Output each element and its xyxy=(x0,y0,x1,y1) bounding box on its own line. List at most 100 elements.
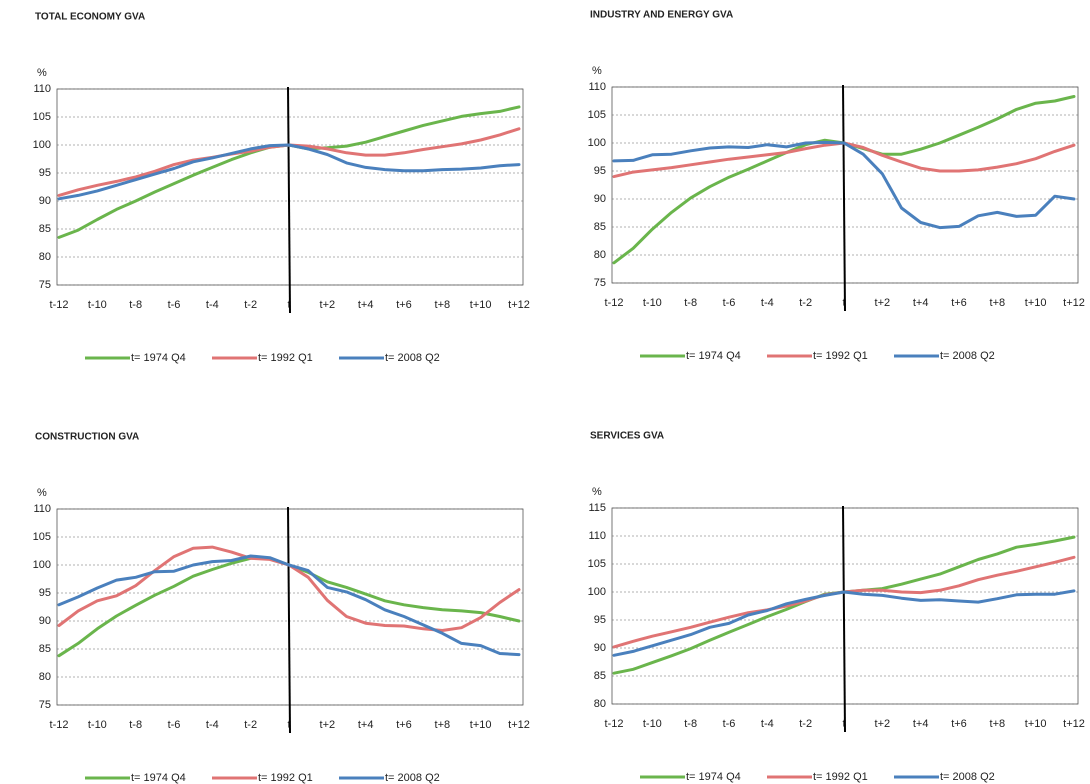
y-tick-label: 85 xyxy=(39,643,51,655)
x-tick-label: t+10 xyxy=(1025,297,1047,309)
y-tick-label: 100 xyxy=(33,139,51,151)
y-tick-label: 100 xyxy=(33,559,51,571)
x-tick-label: t+8 xyxy=(435,299,451,311)
x-tick-label: t+2 xyxy=(320,719,336,731)
series-line xyxy=(612,140,1076,230)
y-tick-label: 80 xyxy=(39,251,51,263)
x-tick-label: t+10 xyxy=(470,719,492,731)
x-tick-label: t-4 xyxy=(761,297,774,309)
y-tick-label: 95 xyxy=(39,167,51,179)
legend-label: t= 1974 Q4 xyxy=(686,350,741,362)
y-tick-label: 105 xyxy=(33,111,51,123)
x-tick-label: t-4 xyxy=(206,299,219,311)
y-axis-label: % xyxy=(37,67,47,79)
x-tick-label: t-8 xyxy=(684,297,697,309)
y-tick-label: 110 xyxy=(588,81,606,93)
legend-label: t= 1992 Q1 xyxy=(813,350,868,362)
legend-label: t= 2008 Q2 xyxy=(940,350,995,362)
x-tick-label: t+8 xyxy=(990,718,1006,730)
y-tick-label: 85 xyxy=(594,221,606,233)
x-tick-label: t-12 xyxy=(605,718,624,730)
x-tick-label: t-2 xyxy=(244,299,257,311)
reference-line xyxy=(842,505,846,733)
reference-line xyxy=(287,86,291,314)
x-tick-label: t+4 xyxy=(358,719,374,731)
chart-title: CONSTRUCTION GVA xyxy=(35,432,139,443)
x-tick-label: t-8 xyxy=(684,718,697,730)
y-tick-label: 90 xyxy=(594,193,606,205)
x-tick-label: t-6 xyxy=(168,719,181,731)
y-tick-label: 75 xyxy=(594,277,606,289)
y-tick-label: 90 xyxy=(594,642,606,654)
series-line xyxy=(612,589,1076,657)
x-tick-label: t-4 xyxy=(206,719,219,731)
x-tick-label: t-12 xyxy=(605,297,624,309)
chart-title: TOTAL ECONOMY GVA xyxy=(35,12,145,23)
y-tick-label: 105 xyxy=(588,558,606,570)
legend-label: t= 1974 Q4 xyxy=(686,771,741,783)
x-tick-label: t+6 xyxy=(396,299,412,311)
legend-label: t= 2008 Q2 xyxy=(940,771,995,783)
x-tick-label: t+2 xyxy=(875,718,891,730)
y-tick-label: 90 xyxy=(39,195,51,207)
y-tick-label: 85 xyxy=(39,223,51,235)
series-line xyxy=(57,143,521,201)
x-tick-label: t-6 xyxy=(168,299,181,311)
chart-title: SERVICES GVA xyxy=(590,431,664,442)
x-tick-label: t-4 xyxy=(761,718,774,730)
y-tick-label: 100 xyxy=(588,586,606,598)
y-tick-label: 105 xyxy=(588,109,606,121)
y-tick-label: 110 xyxy=(588,530,606,542)
reference-line xyxy=(287,506,291,734)
x-tick-label: t-10 xyxy=(643,297,662,309)
x-tick-label: t-6 xyxy=(723,297,736,309)
x-tick-label: t+2 xyxy=(875,297,891,309)
y-tick-label: 95 xyxy=(594,165,606,177)
x-tick-label: t-2 xyxy=(799,718,812,730)
y-axis-label: % xyxy=(592,486,602,498)
x-tick-label: t+10 xyxy=(470,299,492,311)
y-tick-label: 115 xyxy=(588,502,606,514)
legend-label: t= 1992 Q1 xyxy=(258,352,313,364)
x-tick-label: t-2 xyxy=(244,719,257,731)
y-axis-label: % xyxy=(592,65,602,77)
y-tick-label: 85 xyxy=(594,670,606,682)
legend-label: t= 2008 Q2 xyxy=(385,772,440,784)
y-tick-label: 80 xyxy=(594,698,606,710)
y-tick-label: 80 xyxy=(594,249,606,261)
x-tick-label: t+8 xyxy=(990,297,1006,309)
x-tick-label: t+2 xyxy=(320,299,336,311)
y-tick-label: 100 xyxy=(588,137,606,149)
reference-line xyxy=(842,84,846,312)
y-tick-label: 95 xyxy=(39,587,51,599)
x-tick-label: t-10 xyxy=(643,718,662,730)
y-tick-label: 75 xyxy=(39,279,51,291)
series-line xyxy=(57,554,521,657)
y-tick-label: 90 xyxy=(39,615,51,627)
x-tick-label: t+4 xyxy=(358,299,374,311)
x-tick-label: t+4 xyxy=(913,297,929,309)
x-tick-label: t-8 xyxy=(129,719,142,731)
x-tick-label: t+12 xyxy=(508,299,530,311)
y-tick-label: 110 xyxy=(33,503,51,515)
x-tick-label: t-12 xyxy=(50,719,69,731)
legend-label: t= 1992 Q1 xyxy=(258,772,313,784)
x-tick-label: t+12 xyxy=(1063,297,1085,309)
legend-label: t= 1974 Q4 xyxy=(131,352,186,364)
x-tick-label: t+4 xyxy=(913,718,929,730)
legend-label: t= 1974 Q4 xyxy=(131,772,186,784)
x-tick-label: t-10 xyxy=(88,299,107,311)
x-tick-label: t-2 xyxy=(799,297,812,309)
y-tick-label: 75 xyxy=(39,699,51,711)
legend-label: t= 2008 Q2 xyxy=(385,352,440,364)
x-tick-label: t+12 xyxy=(508,719,530,731)
y-tick-label: 80 xyxy=(39,671,51,683)
x-tick-label: t+10 xyxy=(1025,718,1047,730)
x-tick-label: t-10 xyxy=(88,719,107,731)
chart-title: INDUSTRY AND ENERGY GVA xyxy=(590,10,733,21)
x-tick-label: t-12 xyxy=(50,299,69,311)
legend-label: t= 1992 Q1 xyxy=(813,771,868,783)
x-tick-label: t-8 xyxy=(129,299,142,311)
y-tick-label: 95 xyxy=(594,614,606,626)
